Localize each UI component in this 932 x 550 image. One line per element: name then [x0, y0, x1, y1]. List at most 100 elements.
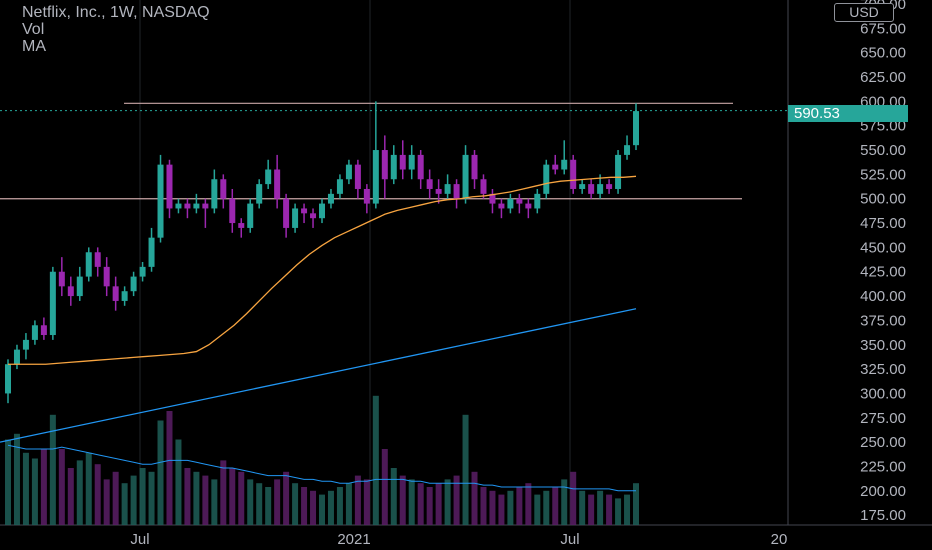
volume-bar	[265, 487, 272, 525]
volume-bars	[5, 395, 639, 525]
volume-bar	[417, 483, 424, 525]
volume-bar	[58, 449, 65, 525]
volume-bar	[453, 475, 460, 525]
volume-bar	[121, 483, 128, 525]
volume-bar	[220, 460, 227, 525]
volume-bar	[292, 483, 299, 525]
volume-bar	[148, 471, 155, 525]
currency-button[interactable]: USD	[834, 3, 894, 22]
volume-bar	[633, 483, 639, 525]
ma-orange-line	[8, 175, 637, 365]
candle-body	[489, 193, 496, 204]
volume-bar	[408, 479, 415, 525]
volume-bar	[310, 490, 317, 525]
volume-bar	[49, 414, 56, 525]
candle-body	[31, 325, 38, 340]
candlesticks	[5, 101, 639, 404]
candle-body	[588, 184, 595, 194]
volume-bar	[624, 494, 631, 525]
candle-body	[175, 203, 182, 209]
ma-indicator-label[interactable]: MA	[22, 38, 46, 55]
volume-bar	[22, 452, 29, 525]
candle-body	[58, 271, 65, 287]
candle-body	[256, 184, 263, 204]
candle-body	[327, 193, 334, 204]
volume-bar	[381, 449, 388, 525]
chart-legend: Netflix, Inc., 1W, NASDAQ Vol MA	[22, 4, 210, 55]
volume-bar	[139, 468, 146, 525]
price-tick-label: 175.00	[860, 507, 906, 524]
price-tick-label: 200.00	[860, 483, 906, 500]
volume-bar	[372, 395, 379, 525]
candle-body	[471, 154, 478, 180]
candle-body	[372, 150, 379, 204]
price-tick-label: 275.00	[860, 410, 906, 427]
candle-body	[94, 252, 101, 267]
volume-bar	[435, 483, 442, 525]
candle-body	[624, 145, 631, 155]
price-tick-label: 350.00	[860, 337, 906, 354]
price-tick-label: 375.00	[860, 312, 906, 329]
volume-bar	[166, 411, 173, 525]
candle-body	[130, 276, 137, 292]
price-tick-label: 650.00	[860, 45, 906, 62]
last-price-tag: 590.53	[788, 105, 908, 122]
volume-bar	[345, 483, 352, 525]
volume-bar	[184, 468, 191, 525]
volume-bar	[543, 490, 550, 525]
volume-bar	[103, 479, 110, 525]
volume-bar	[229, 468, 236, 525]
candle-body	[157, 164, 164, 238]
volume-bar	[489, 490, 496, 525]
candle-body	[247, 203, 254, 228]
candle-body	[301, 208, 308, 214]
volume-bar	[615, 498, 622, 525]
volume-bar	[112, 471, 119, 525]
candle-body	[345, 164, 352, 180]
candle-body	[310, 213, 317, 219]
volume-bar	[471, 471, 478, 525]
time-axis[interactable]: Jul 2021 Jul 20	[130, 531, 787, 548]
volume-bar	[534, 494, 541, 525]
candle-body	[570, 159, 577, 189]
horizontal-levels	[0, 102, 788, 200]
price-axis[interactable]: 175.00 200.00 225.00 250.00 275.00 300.00 325.…	[860, 0, 906, 524]
candle-body	[615, 154, 622, 189]
candle-body	[525, 203, 532, 209]
price-tick-label: 225.00	[860, 458, 906, 475]
volume-bar	[480, 487, 487, 525]
candle-body	[579, 184, 586, 189]
volume-indicator-label[interactable]: Vol	[22, 21, 45, 38]
candle-body	[462, 154, 469, 199]
candle-body	[507, 198, 514, 209]
volume-ma-line	[7, 444, 636, 492]
candle-body	[67, 286, 74, 297]
volume-bar	[579, 490, 586, 525]
price-tick-label: 675.00	[860, 20, 906, 37]
volume-bar	[319, 494, 325, 525]
candle-body	[193, 203, 200, 209]
candle-body	[283, 198, 290, 228]
candle-body	[480, 179, 487, 194]
price-tick-label: 325.00	[860, 361, 906, 378]
candle-body	[435, 188, 442, 194]
moving-averages	[0, 175, 637, 443]
candle-body	[139, 266, 146, 277]
candle-body	[292, 208, 299, 228]
candle-body	[112, 286, 119, 301]
candle-body	[381, 150, 388, 180]
candle-body	[265, 169, 272, 185]
candle-body	[148, 237, 155, 267]
candle-body	[354, 164, 361, 189]
candle-body	[426, 179, 433, 189]
time-tick-label: 20	[771, 531, 788, 548]
price-tick-label: 250.00	[860, 434, 906, 451]
volume-bar	[85, 452, 92, 525]
candle-body	[363, 188, 370, 204]
volume-bar	[462, 414, 469, 525]
candle-body	[606, 184, 613, 189]
candle-body	[399, 154, 406, 170]
candle-body	[274, 169, 281, 199]
symbol-title[interactable]: Netflix, Inc., 1W, NASDAQ	[22, 4, 210, 21]
